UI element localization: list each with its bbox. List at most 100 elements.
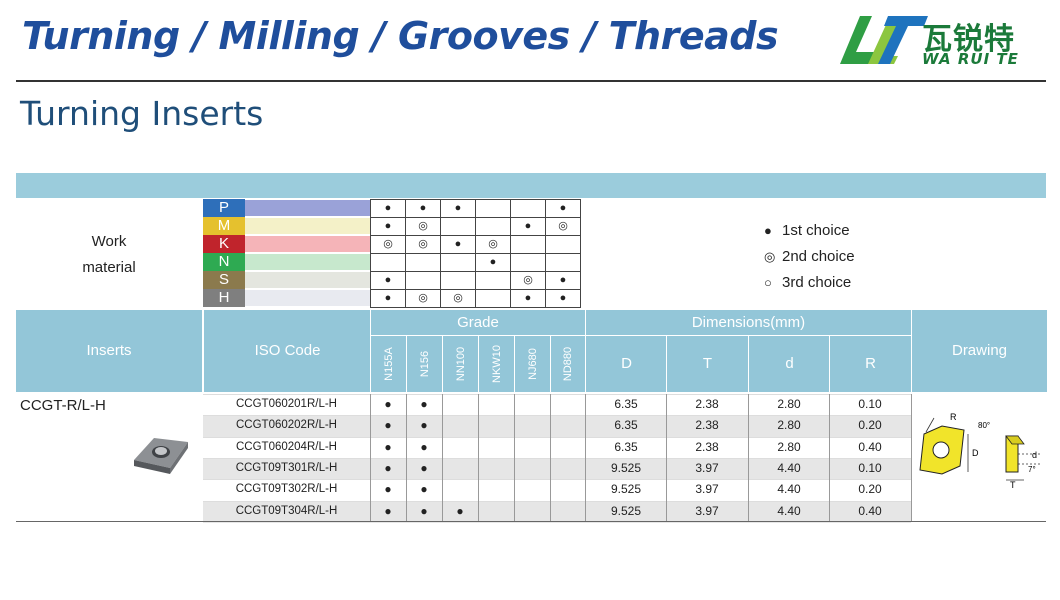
grade-header: NKW10 <box>478 336 514 392</box>
work-material-mark: ● <box>370 199 406 218</box>
insert-name: CCGT-R/L-H <box>20 397 106 414</box>
grade-header-label: NKW10 <box>490 345 503 383</box>
work-material-mark: ◎ <box>440 289 476 308</box>
work-material-mark <box>510 199 546 218</box>
grade-mark: ● <box>384 503 392 518</box>
drawing-label-angle-80: 80° <box>978 421 990 430</box>
table-column-divider <box>478 394 479 522</box>
grade-mark: ● <box>384 482 392 497</box>
drawing-label-r: R <box>950 412 957 422</box>
drawing-label-angle-7: 7° <box>1028 465 1036 474</box>
work-material-grade-grid: ● ● ● ● ● ◎ ● ◎ ◎ ◎ ● ◎ ● ● ◎ ● ● ◎ ◎ ● ● <box>370 199 581 308</box>
grade-header: NJ680 <box>514 336 550 392</box>
table-column-divider <box>666 394 667 522</box>
dimension-value-t: 2.38 <box>695 418 719 433</box>
work-material-mark: ● <box>545 199 581 218</box>
dimension-value-d: 4.40 <box>777 482 801 497</box>
work-material-code: H <box>203 289 245 307</box>
work-material-row: M <box>203 217 370 235</box>
insert-drawing-icon: R 80° D d T 7° <box>919 412 1040 490</box>
logo-english-text: WA RUI TE <box>922 50 1019 68</box>
dimension-value-d: 9.525 <box>610 503 642 518</box>
work-material-grid-row: ● ● ● ● <box>370 199 581 218</box>
grade-header: N155A <box>370 336 406 392</box>
work-material-mark: ● <box>440 235 476 254</box>
legend-label: 1st choice <box>782 222 850 239</box>
dimension-value-t: 3.97 <box>695 503 719 518</box>
work-material-mark: ◎ <box>405 217 441 236</box>
drawing-label-t: T <box>1010 480 1016 490</box>
table-top-bar <box>16 173 1046 198</box>
iso-code: CCGT060202R/L-H <box>236 419 337 432</box>
table-row <box>203 500 911 523</box>
table-row <box>203 457 911 480</box>
work-material-row: H <box>203 289 370 307</box>
grade-mark: ● <box>420 439 428 454</box>
work-material-mark <box>475 217 511 236</box>
work-material-mark: ◎ <box>510 271 546 290</box>
work-material-grid-row: ● ◎ ◎ ● ● <box>370 289 581 308</box>
work-material-grid-row: ◎ ◎ ● ◎ <box>370 235 581 254</box>
work-material-code: K <box>203 235 245 253</box>
dimension-header: d <box>748 336 830 392</box>
dimension-value-r: 0.40 <box>858 503 882 518</box>
brand-logo-mark-icon <box>840 16 928 64</box>
dimension-value-d: 9.525 <box>610 482 642 497</box>
legend: ● 1st choice ◎ 2nd choice ○ 3rd choice <box>764 218 855 296</box>
table-column-divider <box>442 394 443 522</box>
work-material-mark: ◎ <box>545 217 581 236</box>
header-drawing: Drawing <box>911 310 1047 392</box>
grade-header-label: NJ680 <box>526 348 539 380</box>
legend-symbol: ○ <box>764 275 772 290</box>
grade-mark: ● <box>456 503 464 518</box>
table-column-divider <box>585 394 586 522</box>
work-material-code: S <box>203 271 245 289</box>
dimension-header: R <box>829 336 911 392</box>
dimension-value-d: 2.80 <box>777 397 801 411</box>
work-material-grid-row: ● ◎ ● ◎ <box>370 217 581 236</box>
table-column-divider <box>406 394 407 522</box>
work-material-mark <box>510 235 546 254</box>
work-material-mark <box>475 271 511 290</box>
drawing-label-d-outer: D <box>972 448 979 458</box>
dimension-value-d: 6.35 <box>614 439 638 454</box>
dimension-value-d: 2.80 <box>777 418 801 433</box>
work-material-row: P <box>203 199 370 217</box>
legend-item: ◎ 2nd choice <box>764 244 855 270</box>
work-material-label-line2: material <box>82 259 136 276</box>
work-material-mark: ● <box>405 199 441 218</box>
dimension-header: D <box>585 336 667 392</box>
logo-chinese-text: 瓦锐特 <box>922 22 1015 57</box>
grade-header: N156 <box>406 336 442 392</box>
grade-header-label: ND880 <box>562 346 574 382</box>
table-row <box>203 415 911 438</box>
work-material-mark: ● <box>370 289 406 308</box>
dimension-value-r: 0.20 <box>858 418 882 433</box>
work-material-mark: ● <box>370 271 406 290</box>
iso-code: CCGT09T304R/L-H <box>235 504 338 517</box>
work-material-mark <box>405 253 441 272</box>
grade-header: ND880 <box>550 336 585 392</box>
grade-mark: ● <box>384 439 392 454</box>
work-material-mark <box>440 253 476 272</box>
work-material-mark: ● <box>475 253 511 272</box>
dimension-value-r: 0.10 <box>858 397 882 411</box>
brand-logo: 瓦锐特 WA RUI TE <box>838 10 1038 68</box>
grade-mark: ● <box>420 482 428 497</box>
table-column-divider <box>550 394 551 522</box>
dimension-value-t: 3.97 <box>695 460 719 475</box>
dimension-value-d: 9.525 <box>610 460 642 475</box>
table-column-divider <box>829 394 830 522</box>
grade-mark: ● <box>420 503 428 518</box>
table-bottom-rule <box>16 521 1046 522</box>
work-material-mark <box>440 271 476 290</box>
work-material-row: S <box>203 271 370 289</box>
table-column-divider <box>748 394 749 522</box>
insert-photo-icon <box>134 438 188 474</box>
iso-code: CCGT060201R/L-H <box>236 398 337 410</box>
dimension-value-d: 4.40 <box>777 460 801 475</box>
grade-mark: ● <box>420 397 428 411</box>
dimension-value-d: 2.80 <box>777 439 801 454</box>
dimension-value-r: 0.10 <box>858 460 882 475</box>
work-material-code: M <box>203 217 245 235</box>
